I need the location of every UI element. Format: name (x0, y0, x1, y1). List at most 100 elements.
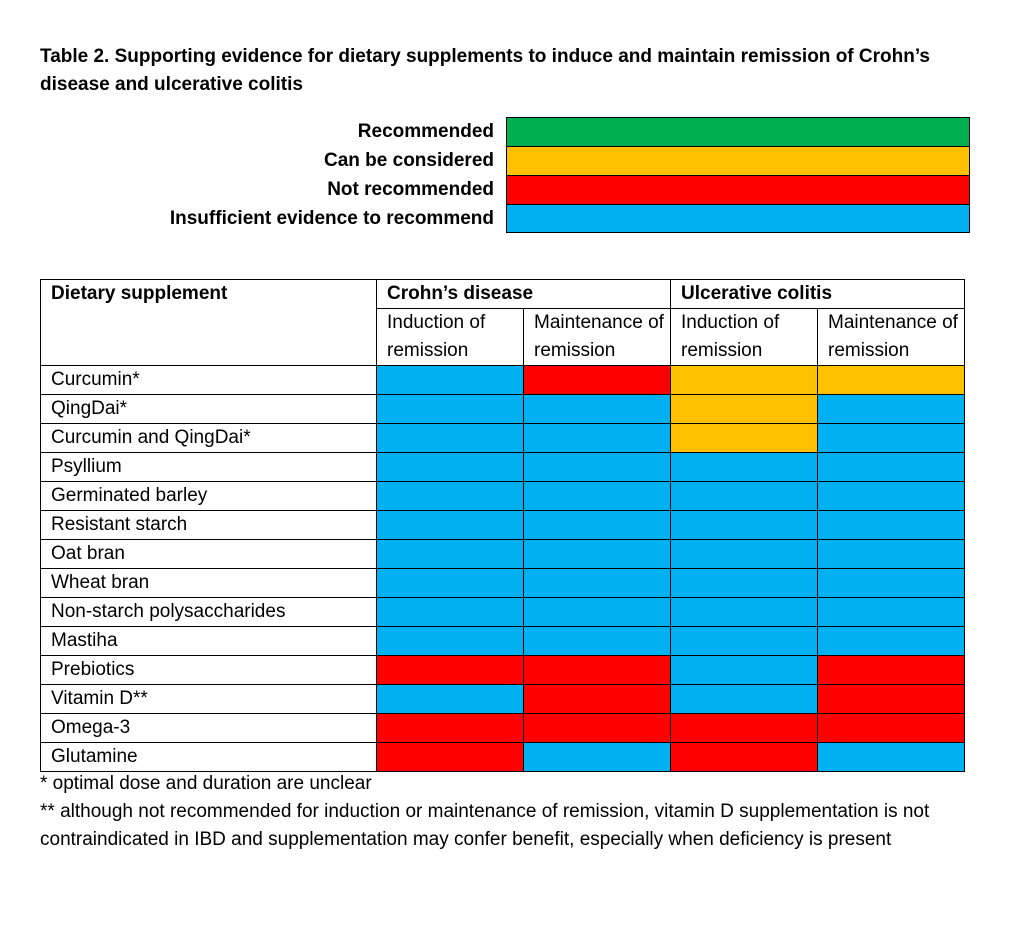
table-row: Mastiha (40, 626, 965, 656)
rating-cell-insufficient (376, 452, 524, 482)
table-row: Resistant starch (40, 510, 965, 540)
rating-cell-insufficient (376, 539, 524, 569)
rating-cell-insufficient (817, 510, 965, 540)
table-row: QingDai* (40, 394, 965, 424)
rating-cell-considered (670, 394, 818, 424)
rating-cell-insufficient (817, 597, 965, 627)
rating-cell-not-recommended (376, 742, 524, 772)
legend-label: Not recommended (327, 178, 494, 200)
supplement-name: Prebiotics (40, 655, 377, 685)
rating-cell-insufficient (376, 510, 524, 540)
rating-cell-insufficient (376, 394, 524, 424)
legend-label: Recommended (357, 120, 494, 142)
rating-cell-insufficient (523, 481, 671, 511)
table-row: Curcumin and QingDai* (40, 423, 965, 453)
legend-item-recommended: Recommended (120, 117, 972, 146)
rating-cell-insufficient (670, 452, 818, 482)
rating-cell-insufficient (376, 597, 524, 627)
rating-cell-insufficient (817, 394, 965, 424)
uc-maintenance-header: Maintenance of remission (817, 308, 965, 366)
legend-item-insufficient: Insufficient evidence to recommend (120, 204, 972, 233)
rating-cell-insufficient (523, 423, 671, 453)
rating-cell-insufficient (523, 568, 671, 598)
supplement-name: Psyllium (40, 452, 377, 482)
rating-cell-insufficient (670, 539, 818, 569)
table-row: Non-starch polysaccharides (40, 597, 965, 627)
cd-induction-header: Induction of remission (376, 308, 524, 366)
rating-cell-insufficient (376, 684, 524, 714)
rating-cell-not-recommended (817, 655, 965, 685)
rating-cell-insufficient (670, 655, 818, 685)
rating-cell-insufficient (670, 481, 818, 511)
supplement-name: Wheat bran (40, 568, 377, 598)
rating-cell-insufficient (523, 452, 671, 482)
supplement-name: QingDai* (40, 394, 377, 424)
footnotes: * optimal dose and duration are unclear … (40, 770, 980, 854)
rating-cell-insufficient (817, 626, 965, 656)
legend-swatch-red (506, 175, 970, 204)
supplement-name: Non-starch polysaccharides (40, 597, 377, 627)
table-row: Wheat bran (40, 568, 965, 598)
crohns-disease-header: Crohn’s disease (376, 279, 671, 309)
rating-cell-insufficient (523, 742, 671, 772)
rating-cell-considered (817, 365, 965, 395)
legend-swatch-blue (506, 204, 970, 233)
supplement-name: Vitamin D** (40, 684, 377, 714)
rating-cell-insufficient (523, 394, 671, 424)
legend-item-considered: Can be considered (120, 146, 972, 175)
legend-label: Can be considered (324, 149, 494, 171)
ulcerative-colitis-header: Ulcerative colitis (670, 279, 965, 309)
rating-cell-insufficient (817, 481, 965, 511)
rating-cell-insufficient (376, 365, 524, 395)
cd-maintenance-header: Maintenance of remission (523, 308, 671, 366)
rating-cell-insufficient (376, 423, 524, 453)
supplement-name: Curcumin and QingDai* (40, 423, 377, 453)
supplement-name: Resistant starch (40, 510, 377, 540)
table-row: Curcumin* (40, 365, 965, 395)
footnote-dose: * optimal dose and duration are unclear (40, 773, 372, 794)
rating-cell-insufficient (817, 742, 965, 772)
rating-cell-insufficient (670, 597, 818, 627)
supplement-name: Curcumin* (40, 365, 377, 395)
table-row: Oat bran (40, 539, 965, 569)
rating-cell-not-recommended (670, 713, 818, 743)
legend-item-not-recommended: Not recommended (120, 175, 972, 204)
rating-cell-insufficient (523, 510, 671, 540)
rating-cell-insufficient (376, 626, 524, 656)
table-title: Table 2. Supporting evidence for dietary… (40, 46, 930, 95)
supplement-name: Glutamine (40, 742, 377, 772)
rating-cell-insufficient (523, 597, 671, 627)
rating-cell-insufficient (817, 452, 965, 482)
rating-cell-not-recommended (523, 684, 671, 714)
table-row: Germinated barley (40, 481, 965, 511)
legend-label: Insufficient evidence to recommend (169, 207, 494, 229)
supplement-name: Omega-3 (40, 713, 377, 743)
table-row: Psyllium (40, 452, 965, 482)
supplement-name: Mastiha (40, 626, 377, 656)
footnote-vitamin-d: ** although not recommended for inductio… (40, 801, 930, 850)
table-row: Vitamin D** (40, 684, 965, 714)
supplement-name: Oat bran (40, 539, 377, 569)
rating-cell-not-recommended (376, 655, 524, 685)
rating-cell-insufficient (670, 510, 818, 540)
rating-cell-not-recommended (670, 742, 818, 772)
table-row: Omega-3 (40, 713, 965, 743)
rating-cell-insufficient (670, 626, 818, 656)
rating-cell-not-recommended (523, 655, 671, 685)
supplement-column-header: Dietary supplement (40, 279, 377, 366)
supplement-name: Germinated barley (40, 481, 377, 511)
rating-cell-insufficient (817, 423, 965, 453)
rating-cell-not-recommended (817, 684, 965, 714)
rating-cell-insufficient (376, 481, 524, 511)
rating-cell-insufficient (817, 568, 965, 598)
rating-cell-insufficient (817, 539, 965, 569)
rating-cell-not-recommended (376, 713, 524, 743)
color-legend: Recommended Can be considered Not recomm… (120, 117, 972, 233)
rating-cell-insufficient (670, 568, 818, 598)
rating-cell-insufficient (523, 626, 671, 656)
table-row: Glutamine (40, 742, 965, 772)
rating-cell-considered (670, 365, 818, 395)
rating-cell-not-recommended (817, 713, 965, 743)
rating-cell-insufficient (670, 684, 818, 714)
legend-swatch-amber (506, 146, 970, 175)
